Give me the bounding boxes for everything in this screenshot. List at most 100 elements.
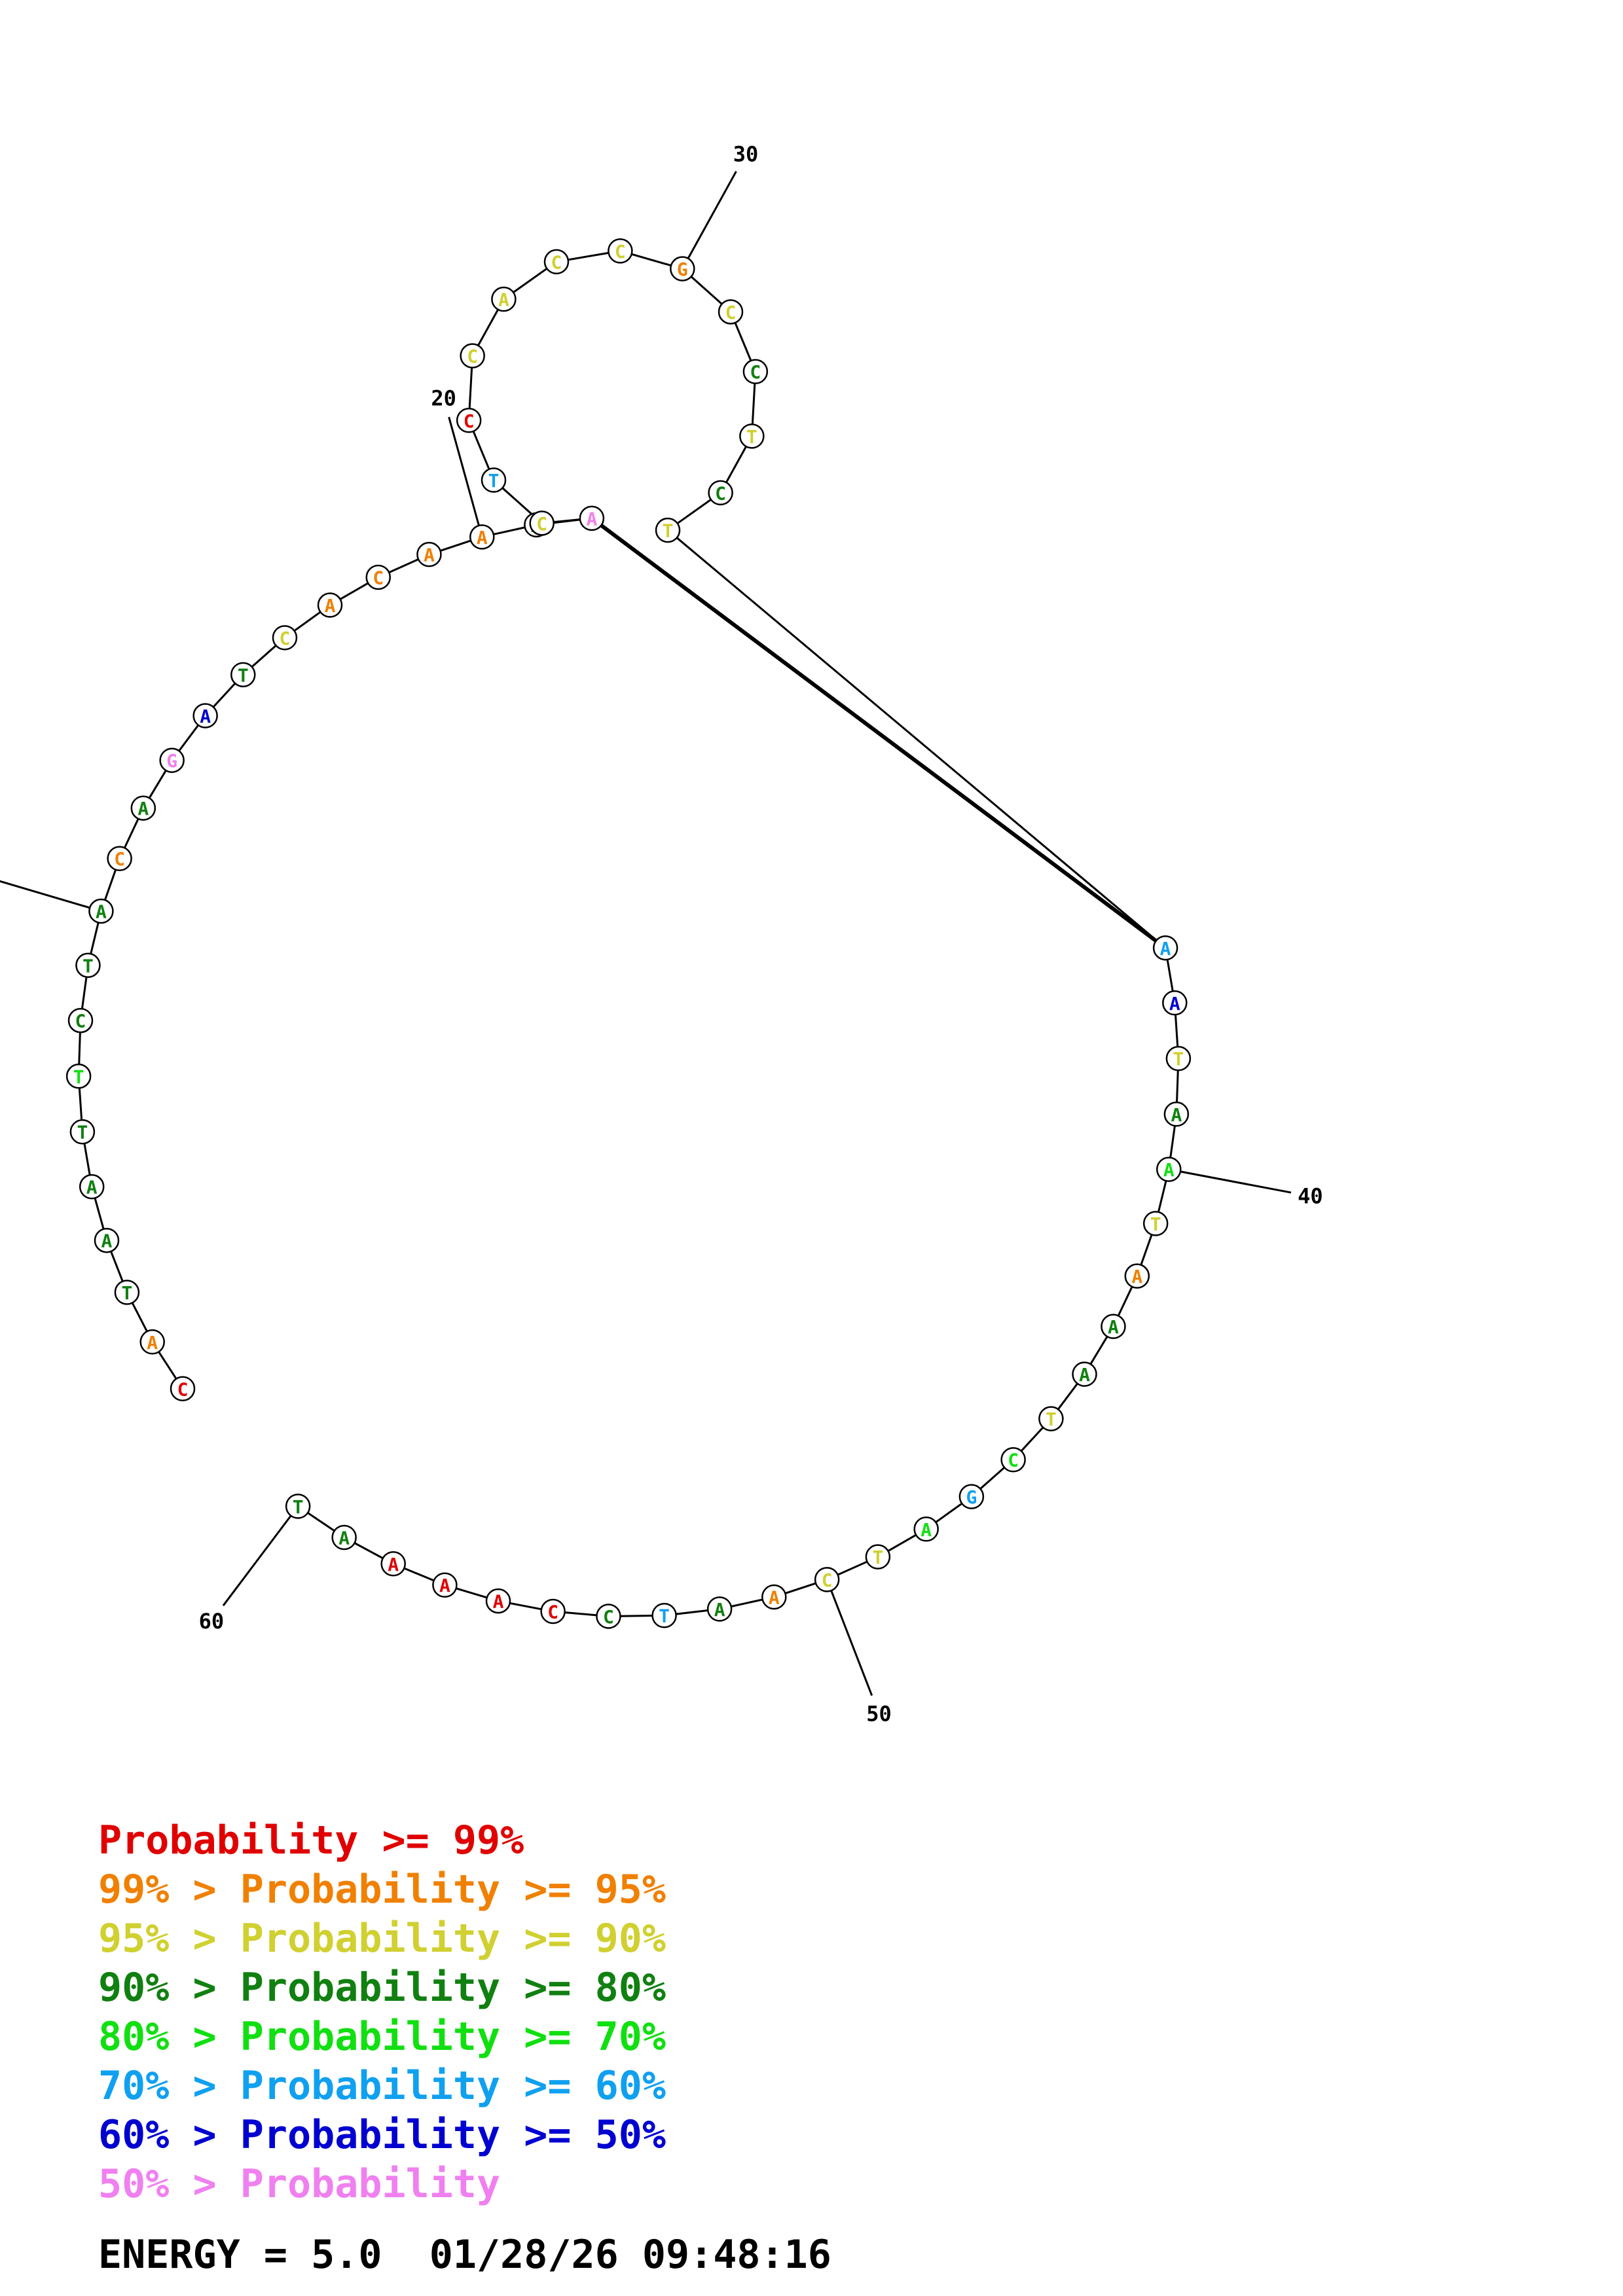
nucleotide-circle — [1101, 1314, 1126, 1339]
energy-value: ENERGY = 5.0 — [98, 2232, 382, 2278]
timestamp: 01/28/26 09:48:16 — [429, 2232, 831, 2278]
nucleotide: T — [114, 1280, 140, 1305]
nucleotide-circle — [1152, 935, 1178, 961]
position-tick — [1168, 1168, 1292, 1194]
nucleotide-circle — [491, 286, 517, 312]
nucleotide: A — [579, 505, 605, 531]
nucleotide-circle — [742, 359, 769, 384]
nucleotide: C — [456, 408, 482, 433]
legend-text: Probability >= 90% — [240, 1916, 666, 1962]
nucleotide-circle — [456, 408, 482, 433]
nucleotide-letter: A — [1160, 938, 1171, 960]
legend-row-5: 80% > Probability >= 70% — [98, 2013, 666, 2062]
position-label: 60 — [199, 1609, 225, 1634]
nucleotide-letter: A — [388, 1554, 399, 1575]
position-tick — [681, 171, 737, 270]
nucleotide-letter: A — [200, 706, 211, 727]
nucleotide: A — [1163, 1102, 1190, 1127]
nucleotide-circle — [596, 1604, 621, 1629]
nucleotide-circle — [114, 1280, 140, 1305]
nucleotide: A — [1072, 1361, 1097, 1387]
nucleotide-letter: A — [477, 527, 488, 548]
nucleotide-letter: A — [1079, 1364, 1090, 1386]
nucleotide-letter: T — [293, 1496, 304, 1518]
nucleotide-circle — [706, 1596, 733, 1622]
nucleotide: C — [107, 846, 132, 871]
nucleotide: T — [655, 517, 681, 543]
nucleotide-letter: A — [769, 1587, 780, 1609]
nucleotide-letter: A — [921, 1519, 932, 1541]
nucleotide: A — [1101, 1314, 1126, 1339]
nucleotide-circle — [460, 343, 485, 368]
nucleotide-letter: A — [96, 901, 107, 923]
nucleotide: T — [65, 1064, 92, 1089]
nucleotide-circle — [94, 1227, 120, 1253]
nucleotide: T — [285, 1494, 311, 1519]
nucleotide: C — [596, 1604, 621, 1629]
nucleotide: T — [651, 1602, 677, 1628]
nucleotide-letter: T — [663, 520, 674, 542]
nucleotide-circle — [88, 898, 114, 924]
position-tick — [0, 880, 101, 912]
legend-row-2: 99% > Probability >= 95% — [98, 1865, 666, 1914]
nucleotide: G — [958, 1484, 985, 1509]
nucleotide: C — [814, 1567, 840, 1592]
nucleotide-circle — [529, 511, 555, 536]
position-tick — [222, 1505, 299, 1607]
nucleotide-letter: A — [1108, 1316, 1119, 1338]
nucleotide-letter: T — [872, 1547, 883, 1568]
nucleotide-letter: A — [1163, 1159, 1175, 1181]
nucleotide: A — [94, 1227, 120, 1253]
nucleotide-letter: T — [1150, 1213, 1161, 1235]
nucleotide-letter: A — [325, 595, 336, 617]
nucleotide-circle — [365, 564, 392, 590]
nucleotide-letter: T — [746, 426, 757, 448]
legend-text: Probability >= 70% — [240, 2014, 666, 2060]
nucleotide-letter: A — [498, 289, 509, 311]
nucleotide-circle — [718, 299, 744, 325]
nucleotide-circle — [79, 1174, 105, 1200]
legend-text: Probability — [240, 2161, 501, 2207]
nucleotide: A — [88, 898, 114, 924]
nucleotide: T — [1165, 1045, 1192, 1071]
nucleotide: C — [543, 249, 570, 275]
nucleotide: A — [1124, 1263, 1150, 1289]
nucleotide-circle — [170, 1376, 196, 1402]
nucleotide-circle — [481, 467, 507, 493]
legend-row-8: 50% > Probability — [98, 2160, 666, 2209]
nucleotide-circle — [75, 952, 101, 978]
legend-row-7: 60% > Probability >= 50% — [98, 2111, 666, 2160]
nucleotide-letter: C — [177, 1378, 189, 1400]
nucleotide: A — [139, 1329, 165, 1355]
nucleotide-letter: C — [373, 567, 384, 589]
nucleotide: A — [192, 703, 218, 728]
nucleotide: T — [481, 467, 507, 493]
nucleotide-circle — [1142, 1211, 1169, 1236]
nucleotide-letter: T — [488, 470, 500, 492]
legend-prefix: 99% > — [98, 1867, 240, 1912]
nucleotide-letter: A — [439, 1575, 450, 1596]
nucleotide: A — [331, 1524, 357, 1551]
legend-text: Probability >= 99% — [98, 1818, 524, 1863]
nucleotide-circle — [913, 1516, 939, 1542]
nucleotide: T — [865, 1544, 891, 1570]
nucleotide: A — [380, 1551, 406, 1577]
nucleotide-letter: C — [750, 361, 761, 383]
nucleotide-circle — [1162, 990, 1188, 1016]
nucleotide-circle — [958, 1484, 985, 1509]
nucleotide-letter: T — [238, 664, 249, 686]
legend-prefix: 80% > — [98, 2014, 240, 2060]
nucleotide-circle — [865, 1544, 891, 1570]
nucleotide-circle — [651, 1602, 677, 1628]
nucleotide-letter: C — [114, 848, 125, 870]
nucleotide: A — [130, 795, 156, 821]
nucleotide-letter: C — [822, 1570, 833, 1591]
nucleotide: A — [1152, 935, 1178, 961]
nucleotide: T — [1142, 1211, 1169, 1236]
nucleotide-letter: C — [725, 302, 737, 323]
nucleotide-letter: C — [615, 241, 626, 262]
legend-text: Probability >= 80% — [240, 1965, 666, 2011]
nucleotide-nodes: CATAATTCTACAGATCACAAAACTCCACCGCCTCTAATAA… — [65, 238, 1192, 1629]
legend-row-3: 95% > Probability >= 90% — [98, 1914, 666, 1964]
